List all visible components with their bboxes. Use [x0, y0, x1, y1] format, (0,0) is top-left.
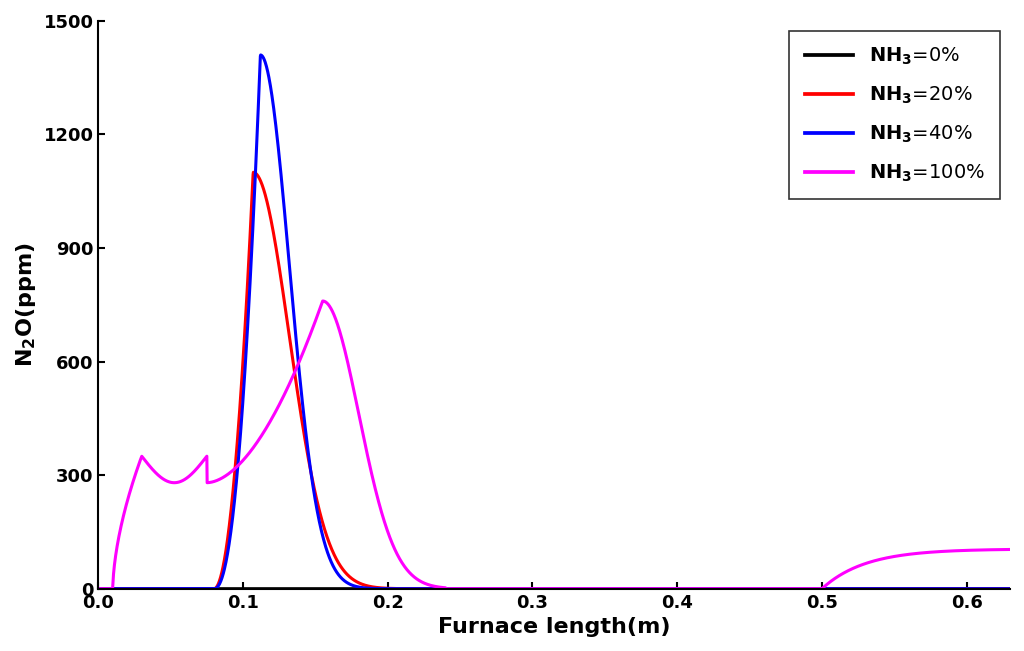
X-axis label: Furnace length(m): Furnace length(m): [438, 617, 671, 637]
Legend: $\mathbf{NH_3}$=0%, $\mathbf{NH_3}$=20%, $\mathbf{NH_3}$=40%, $\mathbf{NH_3}$=10: $\mathbf{NH_3}$=0%, $\mathbf{NH_3}$=20%,…: [790, 31, 1000, 199]
Y-axis label: $\mathbf{N_2O}$(ppm): $\mathbf{N_2O}$(ppm): [14, 242, 38, 367]
